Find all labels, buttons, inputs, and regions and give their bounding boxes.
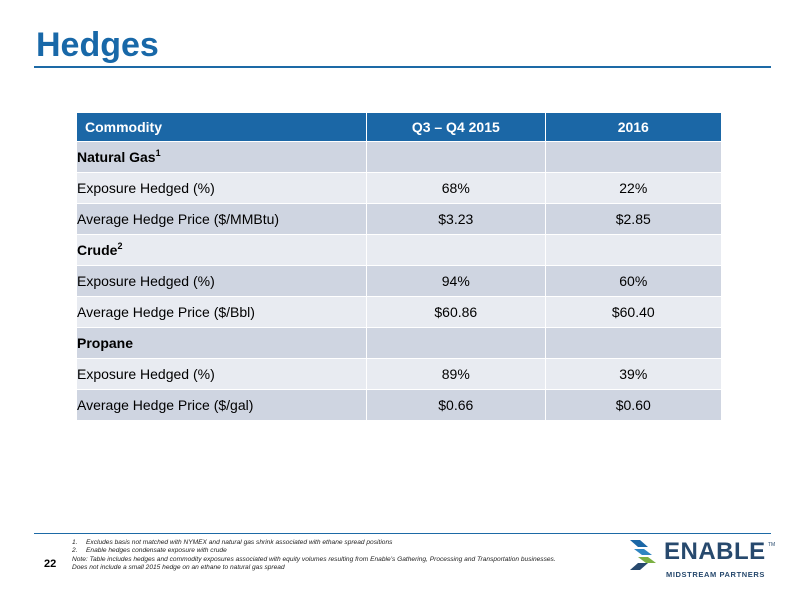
table-category-row: Crude2 bbox=[75, 234, 723, 266]
table-category-row: Natural Gas1 bbox=[75, 141, 723, 173]
y2016-cell: $60.40 bbox=[544, 296, 723, 328]
commodity-cell: Average Hedge Price ($/gal) bbox=[75, 389, 368, 421]
commodity-cell: Average Hedge Price ($/Bbl) bbox=[75, 296, 368, 328]
footnote-note: Note: Table includes hedges and commodit… bbox=[72, 555, 556, 572]
logo-trademark: TM bbox=[768, 542, 776, 548]
commodity-label: Crude bbox=[77, 242, 118, 258]
table-row: Exposure Hedged (%) 94% 60% bbox=[75, 265, 723, 297]
title-divider bbox=[34, 66, 771, 68]
commodity-cell: Exposure Hedged (%) bbox=[75, 172, 368, 204]
y2016-cell bbox=[544, 327, 723, 359]
commodity-label: Exposure Hedged (%) bbox=[77, 273, 215, 289]
footnote-marker: 2 bbox=[117, 241, 123, 251]
q3-q4-2015-cell bbox=[366, 141, 546, 173]
footer-divider bbox=[34, 533, 771, 534]
table-body: Natural Gas1 Exposure Hedged (%) 68% 22% Ave… bbox=[75, 141, 723, 421]
slide-title: Hedges bbox=[36, 26, 159, 64]
header-q3-q4-2015: Q3 – Q4 2015 bbox=[366, 112, 546, 142]
commodity-label: Exposure Hedged (%) bbox=[77, 180, 215, 196]
table-row: Average Hedge Price ($/gal) $0.66 $0.60 bbox=[75, 389, 723, 421]
commodity-cell: Propane bbox=[75, 327, 368, 359]
footnotes: 1. Excludes basis not matched with NYMEX… bbox=[72, 539, 572, 573]
q3-q4-2015-cell: $60.86 bbox=[366, 296, 546, 328]
logo-wordmark: ENABLE bbox=[664, 538, 766, 565]
footnote-1: 1. Excludes basis not matched with NYMEX… bbox=[72, 539, 572, 547]
y2016-cell bbox=[544, 234, 723, 266]
header-commodity: Commodity bbox=[75, 112, 368, 142]
chevron-logo-icon bbox=[630, 540, 656, 570]
commodity-cell: Natural Gas1 bbox=[75, 141, 368, 173]
header-2016: 2016 bbox=[544, 112, 723, 142]
commodity-cell: Crude2 bbox=[75, 234, 368, 266]
footnote-2: 2. Enable hedges condensate exposure wit… bbox=[72, 547, 572, 555]
q3-q4-2015-cell: 89% bbox=[366, 358, 546, 390]
y2016-cell: 60% bbox=[544, 265, 723, 297]
commodity-cell: Exposure Hedged (%) bbox=[75, 358, 368, 390]
commodity-label: Average Hedge Price ($/Bbl) bbox=[77, 304, 255, 320]
y2016-cell: 39% bbox=[544, 358, 723, 390]
q3-q4-2015-cell: 68% bbox=[366, 172, 546, 204]
y2016-cell: 22% bbox=[544, 172, 723, 204]
footnote-number: 2. bbox=[72, 547, 78, 555]
q3-q4-2015-cell bbox=[366, 327, 546, 359]
footnote-number: 1. bbox=[72, 539, 78, 546]
table-row: Average Hedge Price ($/Bbl) $60.86 $60.40 bbox=[75, 296, 723, 328]
commodity-label: Exposure Hedged (%) bbox=[77, 366, 215, 382]
footnote-marker: 1 bbox=[155, 148, 161, 158]
table-row: Average Hedge Price ($/MMBtu) $3.23 $2.85 bbox=[75, 203, 723, 235]
table-category-row: Propane bbox=[75, 327, 723, 359]
commodity-cell: Average Hedge Price ($/MMBtu) bbox=[75, 203, 368, 235]
table-row: Exposure Hedged (%) 68% 22% bbox=[75, 172, 723, 204]
y2016-cell: $0.60 bbox=[544, 389, 723, 421]
commodity-label: Propane bbox=[77, 335, 134, 351]
q3-q4-2015-cell: $0.66 bbox=[366, 389, 546, 421]
commodity-label: Natural Gas bbox=[77, 149, 156, 165]
y2016-cell: $2.85 bbox=[544, 203, 723, 235]
commodity-label: Average Hedge Price ($/gal) bbox=[77, 397, 254, 413]
footnote-text: Enable hedges condensate exposure with c… bbox=[86, 547, 227, 555]
commodity-label: Average Hedge Price ($/MMBtu) bbox=[77, 211, 280, 227]
q3-q4-2015-cell bbox=[366, 234, 546, 266]
logo-tagline: MIDSTREAM PARTNERS bbox=[666, 570, 765, 579]
q3-q4-2015-cell: 94% bbox=[366, 265, 546, 297]
hedges-table: Commodity Q3 – Q4 2015 2016 Natural Gas1… bbox=[75, 112, 723, 421]
commodity-cell: Exposure Hedged (%) bbox=[75, 265, 368, 297]
page-number: 22 bbox=[44, 558, 57, 570]
y2016-cell bbox=[544, 141, 723, 173]
table-header-row: Commodity Q3 – Q4 2015 2016 bbox=[75, 112, 723, 142]
table-row: Exposure Hedged (%) 89% 39% bbox=[75, 358, 723, 390]
q3-q4-2015-cell: $3.23 bbox=[366, 203, 546, 235]
enable-logo: ENABLE TM MIDSTREAM PARTNERS bbox=[628, 538, 778, 584]
footnote-text: Excludes basis not matched with NYMEX an… bbox=[86, 539, 393, 546]
